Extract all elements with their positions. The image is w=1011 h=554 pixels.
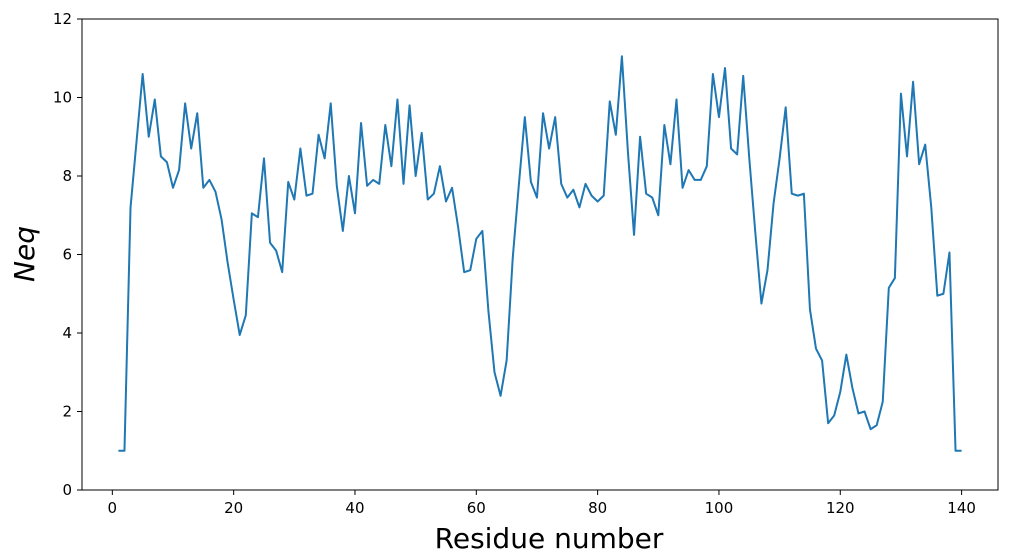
x-tick-label: 20: [224, 499, 243, 517]
y-tick-label: 4: [62, 324, 72, 342]
y-tick-label: 2: [62, 403, 72, 421]
x-tick-label: 100: [705, 499, 734, 517]
y-tick-label: 8: [62, 167, 72, 185]
x-axis-title: Residue number: [435, 522, 664, 554]
y-tick-label: 12: [53, 10, 72, 28]
x-tick-label: 120: [826, 499, 855, 517]
plot-area: [81, 18, 999, 491]
series-line: [118, 55, 962, 452]
x-tick-label: 60: [467, 499, 486, 517]
plot-frame: [81, 18, 999, 491]
x-tick-label: 0: [108, 499, 118, 517]
y-axis: 0 2 4 6 8 10 12: [53, 10, 82, 499]
x-tick-label: 40: [345, 499, 364, 517]
y-axis-title: Neq: [8, 226, 41, 282]
y-tick-label: 10: [53, 89, 72, 107]
y-tick-label: 6: [62, 246, 72, 264]
x-axis: 0 20 40 60 80 100 120 140: [108, 490, 976, 517]
y-tick-label: 0: [62, 481, 72, 499]
x-tick-label: 80: [588, 499, 607, 517]
x-tick-label: 140: [947, 499, 976, 517]
